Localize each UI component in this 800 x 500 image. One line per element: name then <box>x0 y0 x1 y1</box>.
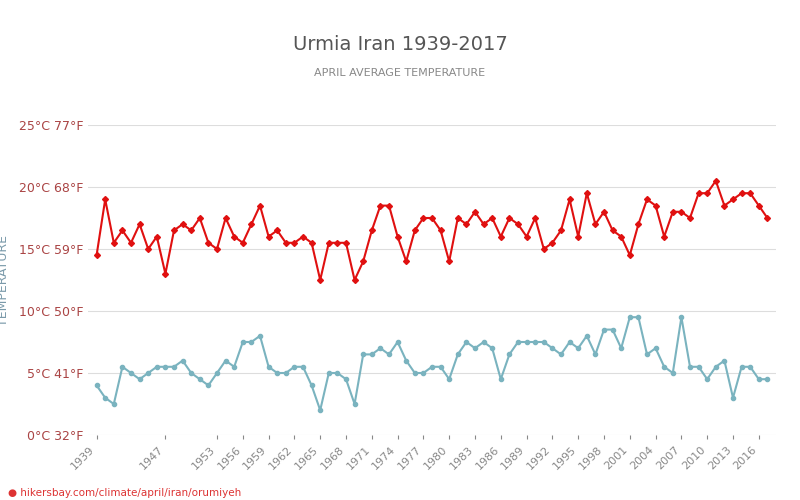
Text: APRIL AVERAGE TEMPERATURE: APRIL AVERAGE TEMPERATURE <box>314 68 486 78</box>
DAY <box>762 215 772 221</box>
DAY <box>273 228 282 234</box>
DAY <box>315 277 325 283</box>
Line: NIGHT: NIGHT <box>94 315 770 412</box>
Y-axis label: TEMPERATURE: TEMPERATURE <box>0 234 10 326</box>
DAY <box>487 215 497 221</box>
Text: ● hikersbay.com/climate/april/iran/orumiyeh: ● hikersbay.com/climate/april/iran/orumi… <box>8 488 242 498</box>
Line: DAY: DAY <box>94 178 770 282</box>
NIGHT <box>487 345 497 351</box>
NIGHT <box>376 345 386 351</box>
NIGHT <box>315 407 325 413</box>
NIGHT <box>367 352 377 358</box>
DAY <box>367 228 377 234</box>
NIGHT <box>590 352 600 358</box>
DAY <box>92 252 102 258</box>
Text: Urmia Iran 1939-2017: Urmia Iran 1939-2017 <box>293 35 507 54</box>
DAY <box>590 221 600 227</box>
DAY <box>255 202 265 208</box>
DAY <box>376 202 386 208</box>
NIGHT <box>273 370 282 376</box>
NIGHT <box>625 314 634 320</box>
NIGHT <box>762 376 772 382</box>
NIGHT <box>255 333 265 339</box>
NIGHT <box>92 382 102 388</box>
DAY <box>711 178 721 184</box>
